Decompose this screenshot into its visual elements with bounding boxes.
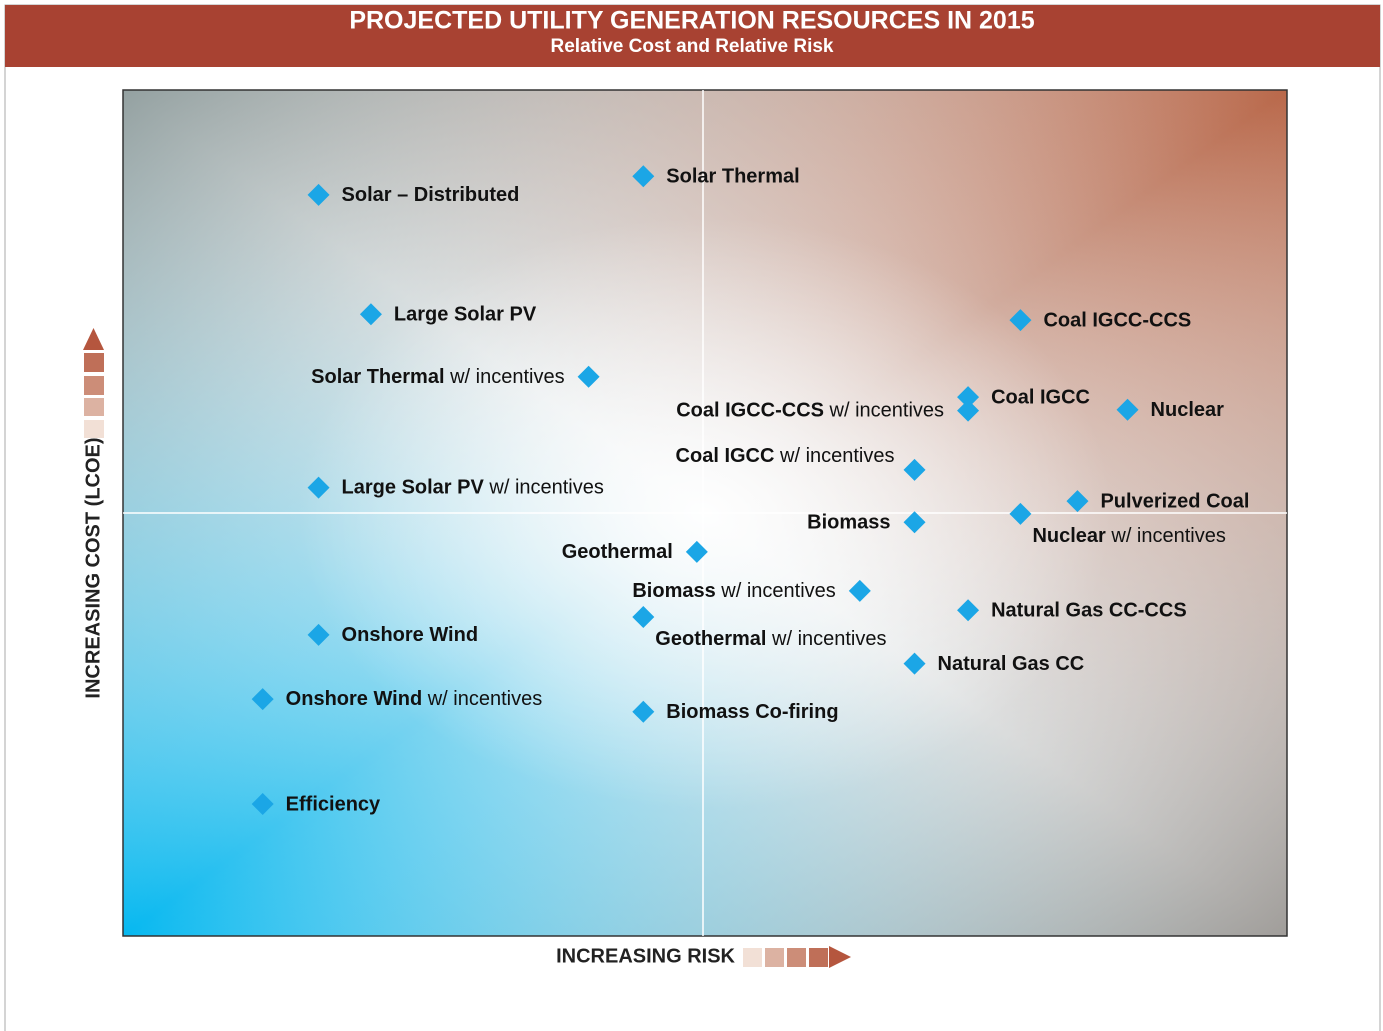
- point: [307, 623, 330, 646]
- ramp-box: [84, 376, 104, 395]
- chart-title: PROJECTED UTILITY GENERATION RESOURCES I…: [349, 7, 1034, 35]
- ramp-box: [787, 948, 806, 967]
- y-axis-label: INCREASING COST (LCOE): [82, 437, 104, 698]
- point: [1009, 309, 1032, 332]
- point: [632, 165, 655, 188]
- point: [957, 386, 980, 409]
- point-label: Natural Gas CC-CCS: [991, 600, 1187, 622]
- point-label: Natural Gas CC: [938, 653, 1085, 675]
- chart-subtitle: Relative Cost and Relative Risk: [551, 36, 834, 57]
- point-label: Coal IGCC-CCS: [1043, 309, 1191, 331]
- point: [903, 652, 926, 675]
- point: [1009, 502, 1032, 525]
- point-label: Efficiency: [286, 793, 381, 815]
- point-label: Solar – Distributed: [342, 184, 520, 206]
- ramp-box: [743, 948, 762, 967]
- point-label: Biomass: [807, 512, 890, 534]
- ramp-box: [809, 948, 828, 967]
- y-arrow: [83, 328, 104, 438]
- point-label: Nuclear w/ incentives: [1032, 525, 1225, 547]
- point: [577, 365, 600, 388]
- ramp-box: [84, 398, 104, 416]
- point-label: Solar Thermal: [666, 166, 799, 188]
- point: [1116, 398, 1139, 421]
- point-label: Coal IGCC: [991, 386, 1090, 408]
- point-label: Geothermal w/ incentives: [655, 628, 886, 650]
- point-label: Onshore Wind: [342, 624, 478, 646]
- ramp-box: [84, 353, 104, 372]
- x-arrow: [743, 946, 851, 968]
- point: [307, 183, 330, 206]
- x-axis-label: INCREASING RISK: [556, 945, 735, 967]
- point: [848, 579, 871, 602]
- point-label: Onshore Wind w/ incentives: [286, 688, 543, 710]
- header-band: [5, 5, 1380, 67]
- point: [359, 303, 382, 326]
- point: [251, 688, 274, 711]
- plot-background: [122, 89, 1288, 937]
- arrow-head: [83, 328, 104, 350]
- point-label: Coal IGCC-CCS w/ incentives: [676, 400, 944, 422]
- point: [632, 700, 655, 723]
- point: [1066, 490, 1089, 513]
- point: [251, 793, 274, 816]
- point-label: Solar Thermal w/ incentives: [311, 366, 564, 388]
- arrow-head: [829, 946, 851, 968]
- point-label: Large Solar PV w/ incentives: [342, 477, 604, 499]
- point: [903, 458, 926, 481]
- ramp-box: [84, 420, 104, 438]
- point-label: Pulverized Coal: [1100, 490, 1249, 512]
- point-label: Nuclear: [1151, 399, 1225, 421]
- point: [685, 540, 708, 563]
- ramp-box: [765, 948, 784, 967]
- point: [307, 476, 330, 499]
- point: [903, 511, 926, 534]
- point-label: Biomass Co-firing: [666, 701, 838, 723]
- point-label: Coal IGCC w/ incentives: [676, 445, 895, 467]
- point: [957, 399, 980, 422]
- point: [957, 599, 980, 622]
- point-label: Large Solar PV: [394, 303, 537, 325]
- point: [632, 606, 655, 629]
- point-label: Biomass w/ incentives: [632, 580, 835, 602]
- point-label: Geothermal: [562, 541, 673, 563]
